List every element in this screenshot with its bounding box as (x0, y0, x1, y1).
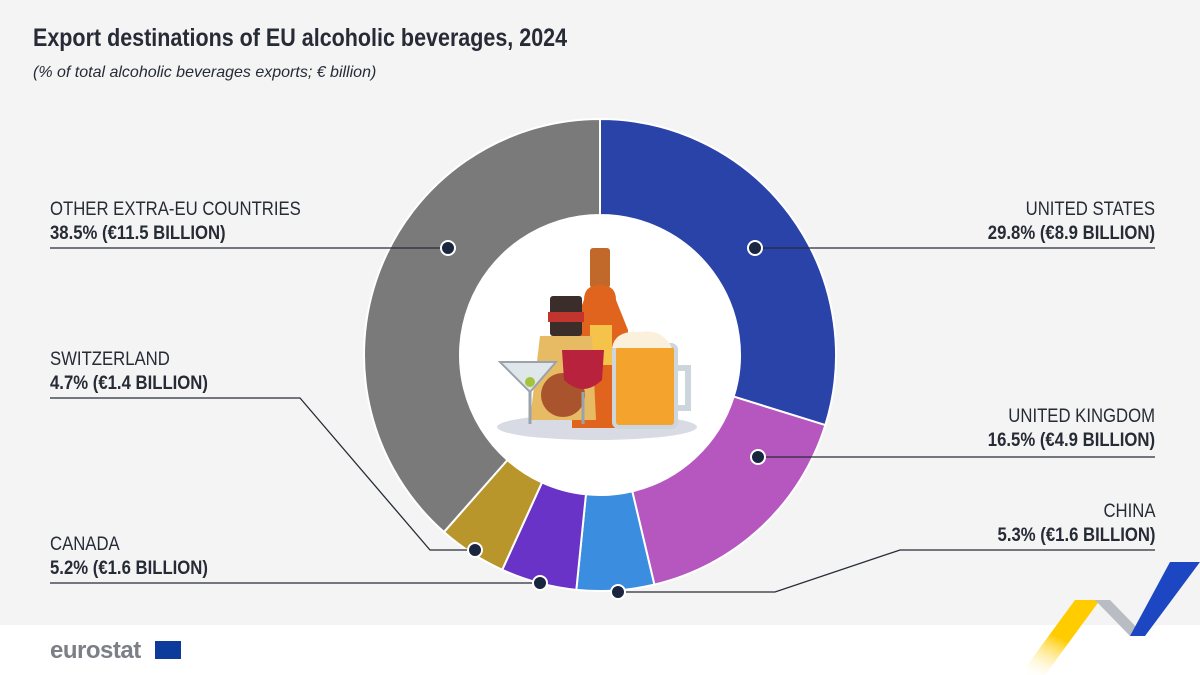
label-uk-value: 16.5% (€4.9 BILLION) (987, 430, 1155, 451)
label-uk-name: UNITED KINGDOM (1008, 406, 1155, 427)
marker-us (747, 240, 763, 256)
marker-other (440, 240, 456, 256)
label-china-value: 5.3% (€1.6 BILLION) (997, 525, 1155, 546)
eurostat-ribbon-decoration (1020, 562, 1200, 675)
marker-canada (532, 575, 548, 591)
label-switzerland-value: 4.7% (€1.4 BILLION) (50, 373, 208, 394)
label-canada: CANADA 5.2% (€1.6 BILLION) (50, 533, 208, 581)
label-other-value: 38.5% (€11.5 BILLION) (50, 223, 226, 244)
chart-subtitle: (% of total alcoholic beverages exports;… (33, 64, 377, 81)
label-canada-value: 5.2% (€1.6 BILLION) (50, 558, 208, 579)
marker-china (610, 584, 626, 600)
label-switzerland-name: SWITZERLAND (50, 349, 170, 370)
eurostat-logo: eurostat (50, 637, 141, 664)
label-other: OTHER EXTRA-EU COUNTRIES 38.5% (€11.5 BIL… (50, 198, 301, 246)
marker-uk (750, 449, 766, 465)
chart-title: Export destinations of EU alcoholic beve… (33, 24, 568, 52)
label-switzerland: SWITZERLAND 4.7% (€1.4 BILLION) (50, 348, 208, 396)
leader-line-switzerland (50, 397, 475, 551)
label-us-name: UNITED STATES (1025, 199, 1155, 220)
label-us: UNITED STATES 29.8% (€8.9 BILLION) (988, 198, 1155, 246)
beverages-illustration (497, 248, 697, 440)
eu-flag-icon (155, 641, 181, 659)
label-canada-name: CANADA (50, 534, 120, 555)
leader-line-china (618, 549, 1155, 593)
label-us-value: 29.8% (€8.9 BILLION) (987, 223, 1155, 244)
label-china-name: CHINA (1102, 501, 1155, 522)
label-other-name: OTHER EXTRA-EU COUNTRIES (50, 199, 301, 220)
label-china: CHINA 5.3% (€1.6 BILLION) (997, 500, 1155, 548)
label-uk: UNITED KINGDOM 16.5% (€4.9 BILLION) (988, 405, 1155, 453)
marker-switzerland (467, 542, 483, 558)
